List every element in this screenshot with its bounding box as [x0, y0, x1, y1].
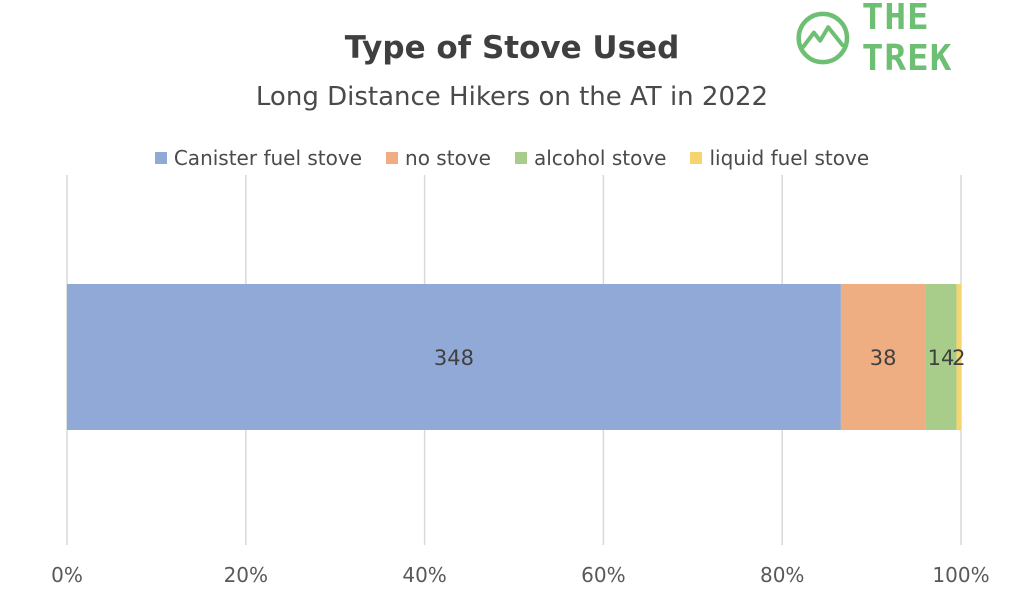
legend-label-liquid-fuel: liquid fuel stove — [709, 146, 870, 170]
data-label-canister-fuel-stove: 348 — [434, 346, 474, 370]
x-tick-label: 20% — [224, 563, 268, 587]
legend-item-canister: Canister fuel stove — [154, 146, 363, 170]
legend-label-alcohol: alcohol stove — [533, 146, 667, 170]
legend-swatch-no-stove — [386, 152, 399, 164]
logo-text: THE TREK — [861, 0, 953, 79]
legend-item-no-stove: no stove — [386, 146, 491, 170]
x-tick-label: 100% — [932, 563, 989, 587]
chart-legend: Canister fuel stove no stove alcohol sto… — [0, 146, 1024, 170]
bar-segment-alcohol-stove — [925, 284, 957, 430]
bar-segment-liquid-fuel-stove — [956, 284, 961, 430]
legend-label-canister: Canister fuel stove — [173, 146, 363, 170]
x-tick-label: 60% — [581, 563, 625, 587]
legend-swatch-alcohol — [514, 152, 527, 164]
data-label-liquid-fuel-stove: 2 — [952, 346, 965, 370]
legend-swatch-liquid-fuel — [690, 152, 703, 164]
legend-item-alcohol: alcohol stove — [514, 146, 667, 170]
x-tick-label: 0% — [51, 563, 83, 587]
the-trek-logo: THE TREK — [796, 0, 1024, 79]
legend-swatch-canister — [154, 152, 167, 164]
legend-item-liquid-fuel: liquid fuel stove — [690, 146, 869, 170]
data-label-alcohol-stove: 14 — [928, 346, 955, 370]
x-tick-label: 40% — [402, 563, 446, 587]
bar-segment-canister-fuel-stove — [67, 284, 841, 430]
legend-label-no-stove: no stove — [405, 146, 491, 170]
bar-segment-no-stove — [840, 284, 926, 430]
x-tick-label: 80% — [760, 563, 804, 587]
mountain-logo-icon — [796, 11, 850, 65]
chart-subtitle: Long Distance Hikers on the AT in 2022 — [255, 82, 769, 112]
chart-title: Type of Stove Used — [344, 30, 680, 66]
data-label-no-stove: 38 — [870, 346, 897, 370]
